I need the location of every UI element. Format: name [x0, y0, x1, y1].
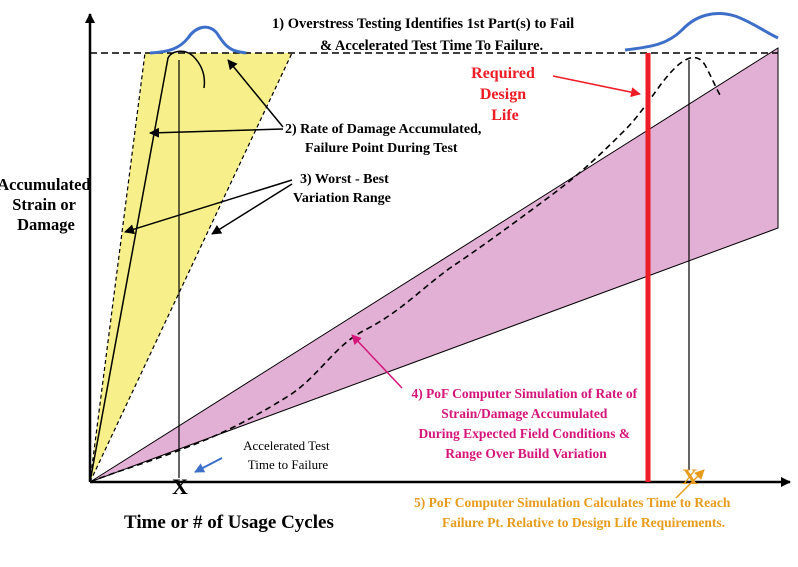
x-axis-label: Time or # of Usage Cycles [124, 512, 334, 533]
note-pof-time-to-failure: 5) PoF Computer Simulation Calculates Ti… [414, 495, 734, 530]
y-label-line1: Accumulated [0, 175, 91, 194]
accel-line2: Time to Failure [248, 457, 329, 472]
note5-line1: 5) PoF Computer Simulation Calculates Ti… [414, 495, 731, 510]
accelerated-test-arrow [194, 457, 223, 473]
design-life-label: Required Design Life [471, 65, 539, 124]
note3-line2: Variation Range [293, 191, 391, 206]
field-damage-curve [89, 56, 721, 483]
note2-line1: 2) Rate of Damage Accumulated, [285, 122, 481, 137]
note-variation-range: 3) Worst - Best Variation Range [293, 172, 392, 206]
test-range-region [90, 53, 292, 482]
design-life-arrow [552, 75, 641, 98]
design-life-line1: Required [471, 65, 535, 82]
note5-arrow [675, 469, 705, 499]
note2-arrow-b [149, 127, 284, 138]
y-label-line2: Strain or [12, 195, 75, 214]
field-range-region [89, 47, 779, 483]
note1-line1: 1) Overstress Testing Identifies 1st Par… [272, 16, 574, 32]
accelerated-test-label: Accelerated Test Time to Failure [243, 438, 333, 472]
note4-line1: 4) PoF Computer Simulation of Rate of [411, 386, 637, 401]
y-label-line3: Damage [17, 215, 75, 234]
test-damage-curve [89, 50, 206, 483]
note2-line2: Failure Point During Test [305, 141, 458, 156]
field-failure-marker: X [682, 464, 698, 489]
note4-line2: Strain/Damage Accumulated [441, 406, 608, 421]
test-failure-distribution [149, 25, 247, 55]
note-overstress-testing: 1) Overstress Testing Identifies 1st Par… [272, 16, 578, 54]
design-life-line2: Design [480, 86, 526, 103]
note-pof-simulation-rate: 4) PoF Computer Simulation of Rate of St… [411, 386, 640, 461]
note3-line1: 3) Worst - Best [300, 172, 389, 187]
note5-line2: Failure Pt. Relative to Design Life Requ… [442, 515, 725, 530]
note4-line3: During Expected Field Conditions & [419, 426, 631, 441]
field-failure-distribution [624, 12, 779, 52]
note3-arrow-b [211, 183, 293, 235]
test-failure-marker: X [172, 474, 188, 499]
accel-line1: Accelerated Test [243, 438, 330, 453]
test-best-line [89, 52, 293, 483]
note4-line4: Range Over Build Variation [445, 446, 607, 461]
note3-arrow-a [124, 179, 293, 235]
note4-arrow [351, 334, 403, 389]
design-life-line3: Life [491, 107, 519, 124]
y-axis-label: Accumulated Strain or Damage [0, 175, 95, 234]
test-worst-line [89, 52, 146, 483]
note1-line2: & Accelerated Test Time To Failure. [320, 38, 543, 54]
note-damage-rate: 2) Rate of Damage Accumulated, Failure P… [285, 122, 485, 156]
note2-arrow-a [227, 59, 284, 128]
